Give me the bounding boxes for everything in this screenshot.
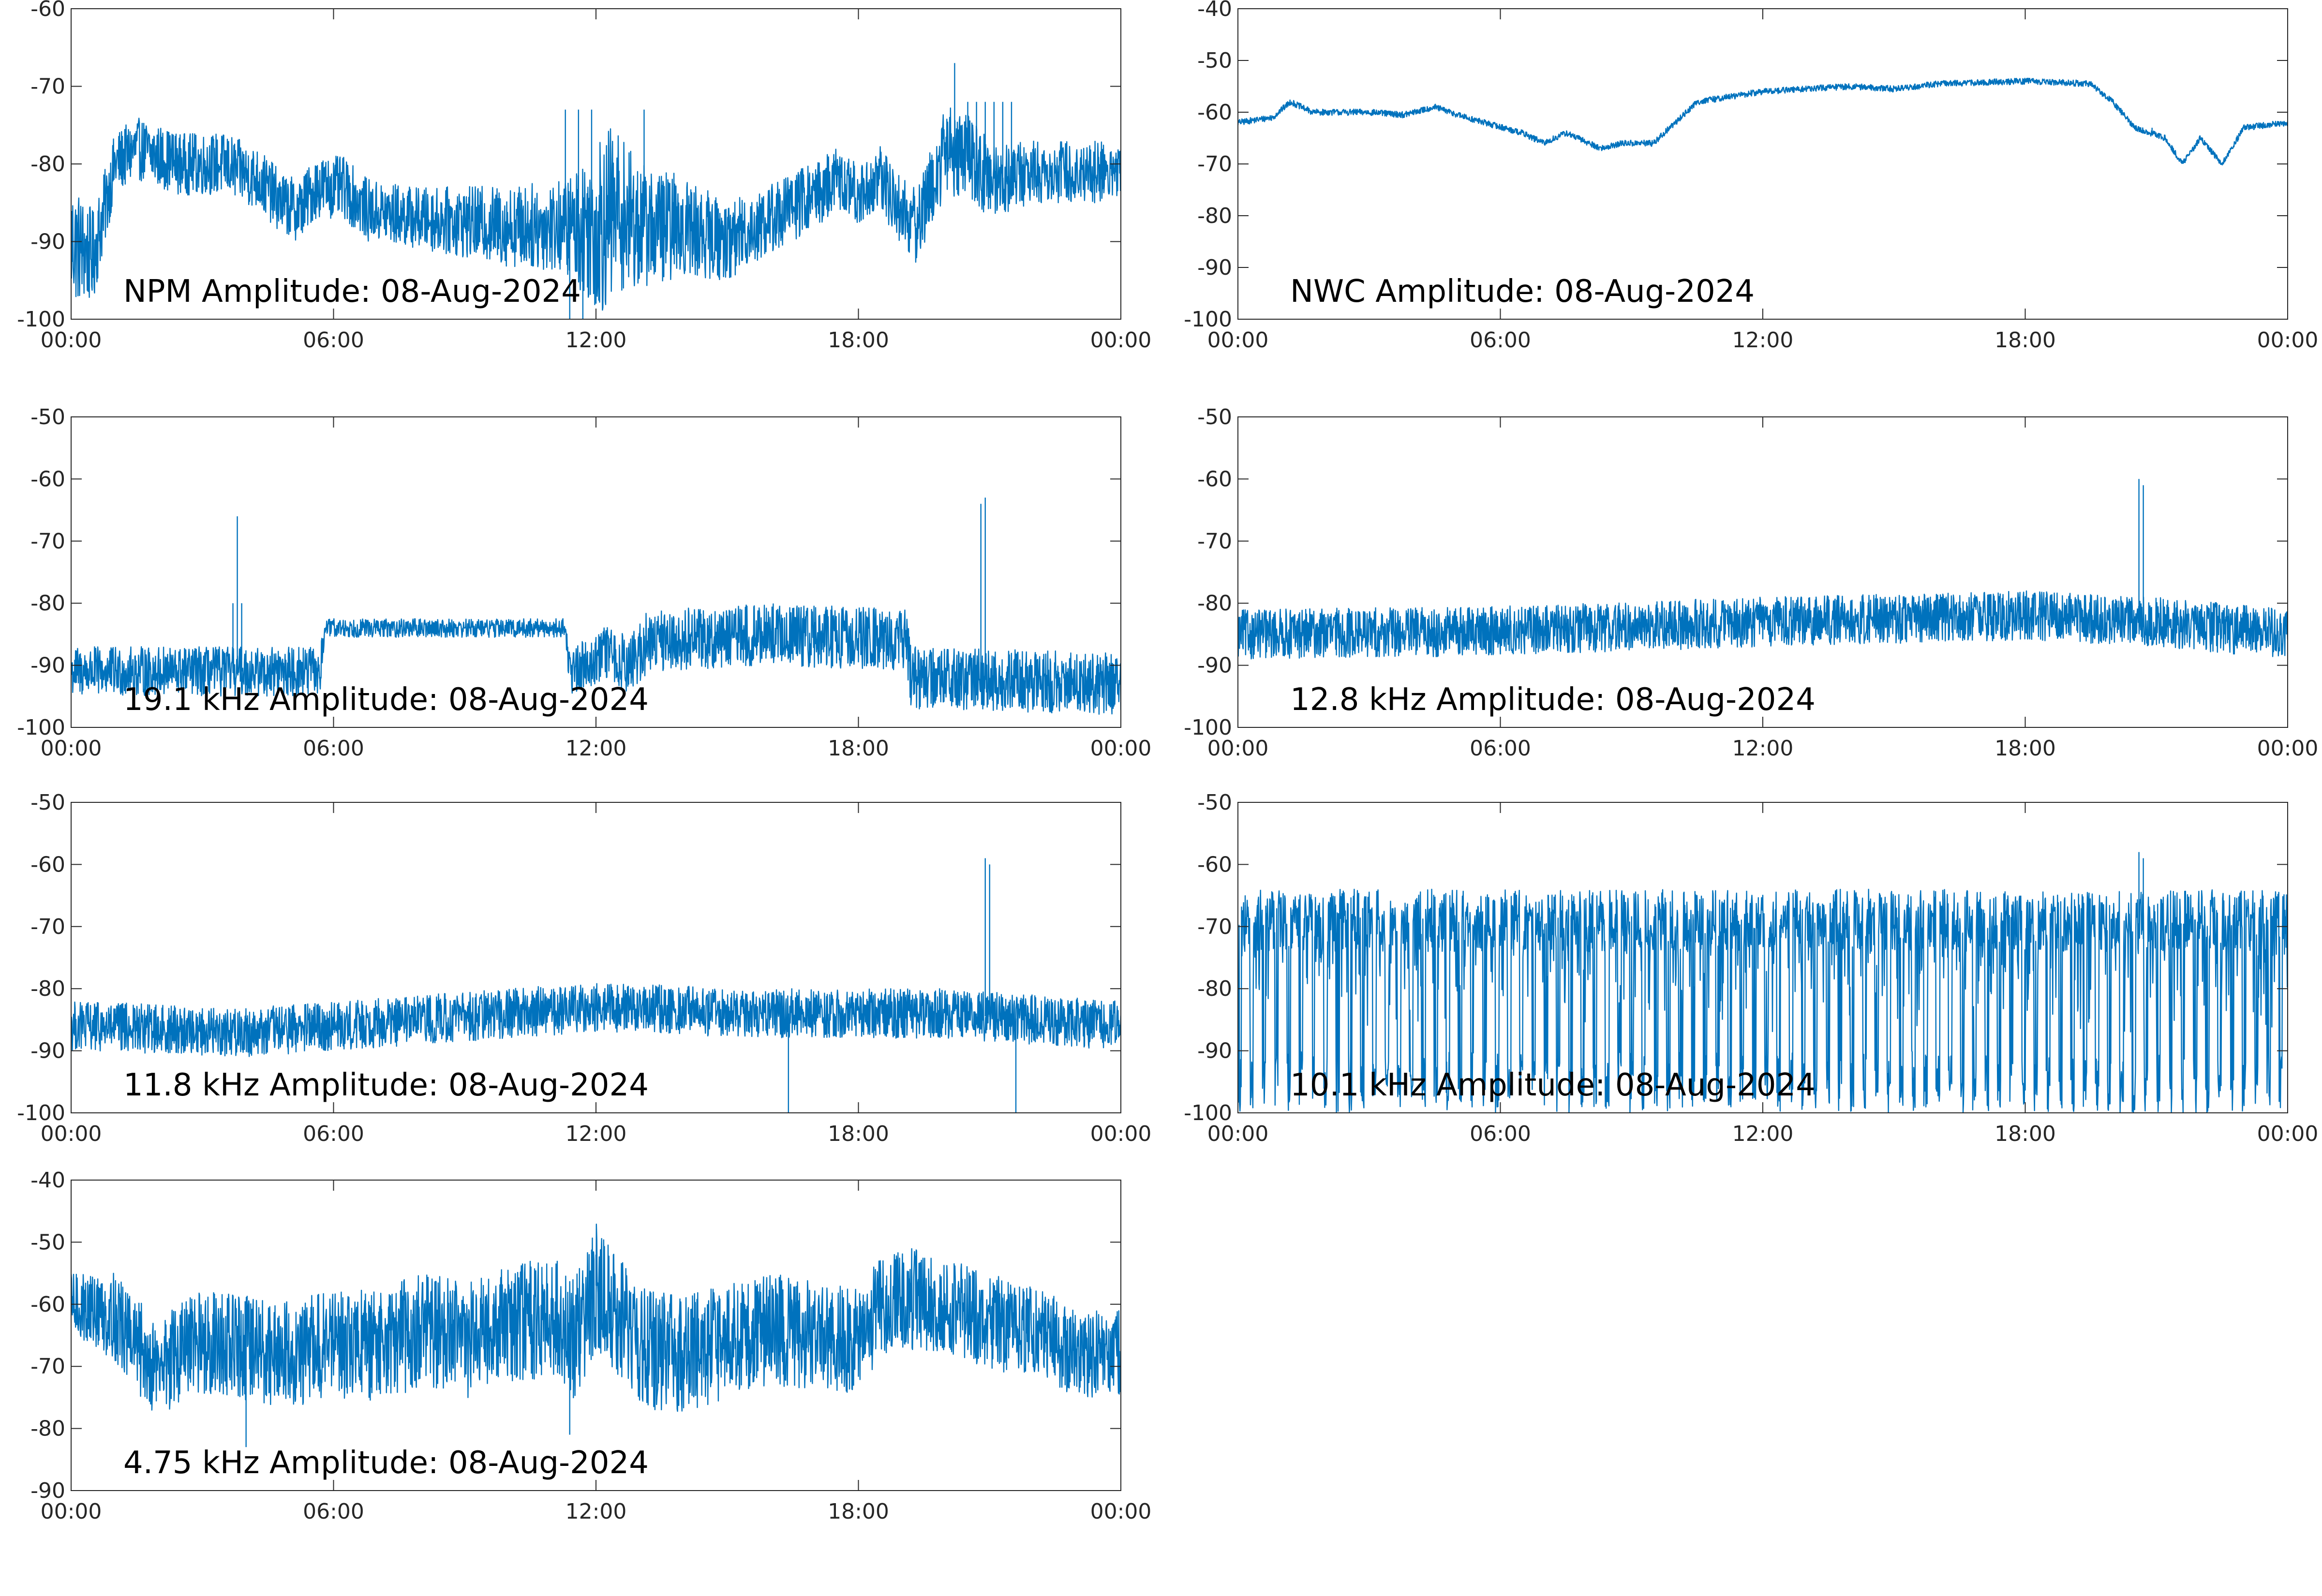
x-tick-label: 06:00 — [303, 1122, 364, 1146]
x-tick-label: 06:00 — [303, 736, 364, 761]
y-tick-label: -80 — [1197, 976, 1232, 1001]
y-tick-label: -80 — [30, 976, 65, 1001]
x-tick-label: 00:00 — [2257, 736, 2319, 761]
x-tick-label: 06:00 — [303, 1499, 364, 1524]
y-tick-label: -80 — [30, 152, 65, 177]
x-tick-label: 00:00 — [41, 328, 102, 353]
y-tick-label: -80 — [1197, 591, 1232, 616]
y-tick-label: -90 — [1197, 653, 1232, 678]
x-tick-label: 00:00 — [41, 1499, 102, 1524]
y-tick-label: -100 — [17, 715, 65, 740]
x-tick-label: 00:00 — [1090, 1499, 1152, 1524]
y-tick-label: -70 — [30, 74, 65, 99]
x-tick-label: 12:00 — [1732, 736, 1794, 761]
data-line — [71, 983, 1121, 1057]
y-tick-label: -90 — [30, 653, 65, 678]
y-tick-label: -100 — [1184, 1101, 1232, 1125]
x-tick-label: 18:00 — [828, 736, 889, 761]
x-tick-label: 12:00 — [566, 1122, 627, 1146]
x-tick-label: 12:00 — [566, 328, 627, 353]
x-tick-label: 00:00 — [2257, 328, 2319, 353]
x-tick-label: 18:00 — [828, 1122, 889, 1146]
y-tick-label: -80 — [30, 1417, 65, 1441]
y-tick-label: -60 — [30, 0, 65, 21]
y-tick-label: -70 — [30, 915, 65, 939]
x-tick-label: 00:00 — [1090, 736, 1152, 761]
data-line — [1238, 888, 2288, 1113]
x-tick-label: 06:00 — [1470, 1122, 1531, 1146]
x-tick-label: 12:00 — [1732, 1122, 1794, 1146]
y-tick-label: -60 — [1197, 100, 1232, 125]
y-tick-label: -100 — [1184, 715, 1232, 740]
y-tick-label: -90 — [30, 1478, 65, 1503]
y-tick-label: -90 — [30, 230, 65, 254]
panel-title: 10.1 kHz Amplitude: 08-Aug-2024 — [1290, 1067, 1816, 1103]
y-tick-label: -70 — [30, 529, 65, 554]
x-tick-label: 12:00 — [566, 736, 627, 761]
x-tick-label: 18:00 — [828, 328, 889, 353]
data-line — [1238, 77, 2288, 166]
x-tick-label: 00:00 — [1090, 328, 1152, 353]
y-tick-label: -40 — [30, 1168, 65, 1193]
y-tick-label: -100 — [17, 307, 65, 332]
x-tick-label: 00:00 — [2257, 1122, 2319, 1146]
x-tick-label: 06:00 — [1470, 736, 1531, 761]
panel-title: 11.8 kHz Amplitude: 08-Aug-2024 — [123, 1067, 649, 1103]
y-tick-label: -50 — [1197, 790, 1232, 815]
y-tick-label: -100 — [1184, 307, 1232, 332]
y-tick-label: -90 — [1197, 1039, 1232, 1064]
y-tick-label: -60 — [30, 467, 65, 491]
panel-title: 19.1 kHz Amplitude: 08-Aug-2024 — [123, 682, 649, 718]
x-tick-label: 00:00 — [41, 1122, 102, 1146]
panel-title: 4.75 kHz Amplitude: 08-Aug-2024 — [123, 1445, 649, 1481]
x-tick-label: 00:00 — [1207, 328, 1269, 353]
x-tick-label: 12:00 — [566, 1499, 627, 1524]
y-tick-label: -60 — [1197, 467, 1232, 491]
y-tick-label: -40 — [1197, 0, 1232, 21]
x-tick-label: 12:00 — [1732, 328, 1794, 353]
y-tick-label: -70 — [30, 1354, 65, 1379]
x-tick-label: 06:00 — [1470, 328, 1531, 353]
y-tick-label: -70 — [1197, 152, 1232, 177]
x-tick-label: 00:00 — [1207, 736, 1269, 761]
x-tick-label: 00:00 — [41, 736, 102, 761]
y-tick-label: -50 — [1197, 405, 1232, 429]
y-tick-label: -80 — [1197, 204, 1232, 228]
y-tick-label: -80 — [30, 591, 65, 616]
y-tick-label: -70 — [1197, 529, 1232, 554]
data-line — [71, 603, 1121, 715]
y-tick-label: -50 — [30, 405, 65, 429]
x-tick-label: 18:00 — [1995, 736, 2056, 761]
y-tick-label: -90 — [1197, 255, 1232, 280]
x-tick-label: 00:00 — [1090, 1122, 1152, 1146]
x-tick-label: 06:00 — [303, 328, 364, 353]
panel-title: 12.8 kHz Amplitude: 08-Aug-2024 — [1290, 682, 1816, 718]
y-tick-label: -100 — [17, 1101, 65, 1125]
data-line — [1238, 590, 2288, 660]
y-tick-label: -60 — [1197, 852, 1232, 877]
y-tick-label: -50 — [1197, 48, 1232, 73]
x-tick-label: 00:00 — [1207, 1122, 1269, 1146]
y-tick-label: -50 — [30, 790, 65, 815]
y-tick-label: -60 — [30, 852, 65, 877]
y-tick-label: -90 — [30, 1039, 65, 1064]
panel-title: NPM Amplitude: 08-Aug-2024 — [123, 274, 581, 310]
x-tick-label: 18:00 — [1995, 1122, 2056, 1146]
x-tick-label: 18:00 — [828, 1499, 889, 1524]
y-tick-label: -60 — [30, 1292, 65, 1317]
y-tick-label: -50 — [30, 1230, 65, 1255]
panel-title: NWC Amplitude: 08-Aug-2024 — [1290, 274, 1755, 310]
y-tick-label: -70 — [1197, 915, 1232, 939]
x-tick-label: 18:00 — [1995, 328, 2056, 353]
